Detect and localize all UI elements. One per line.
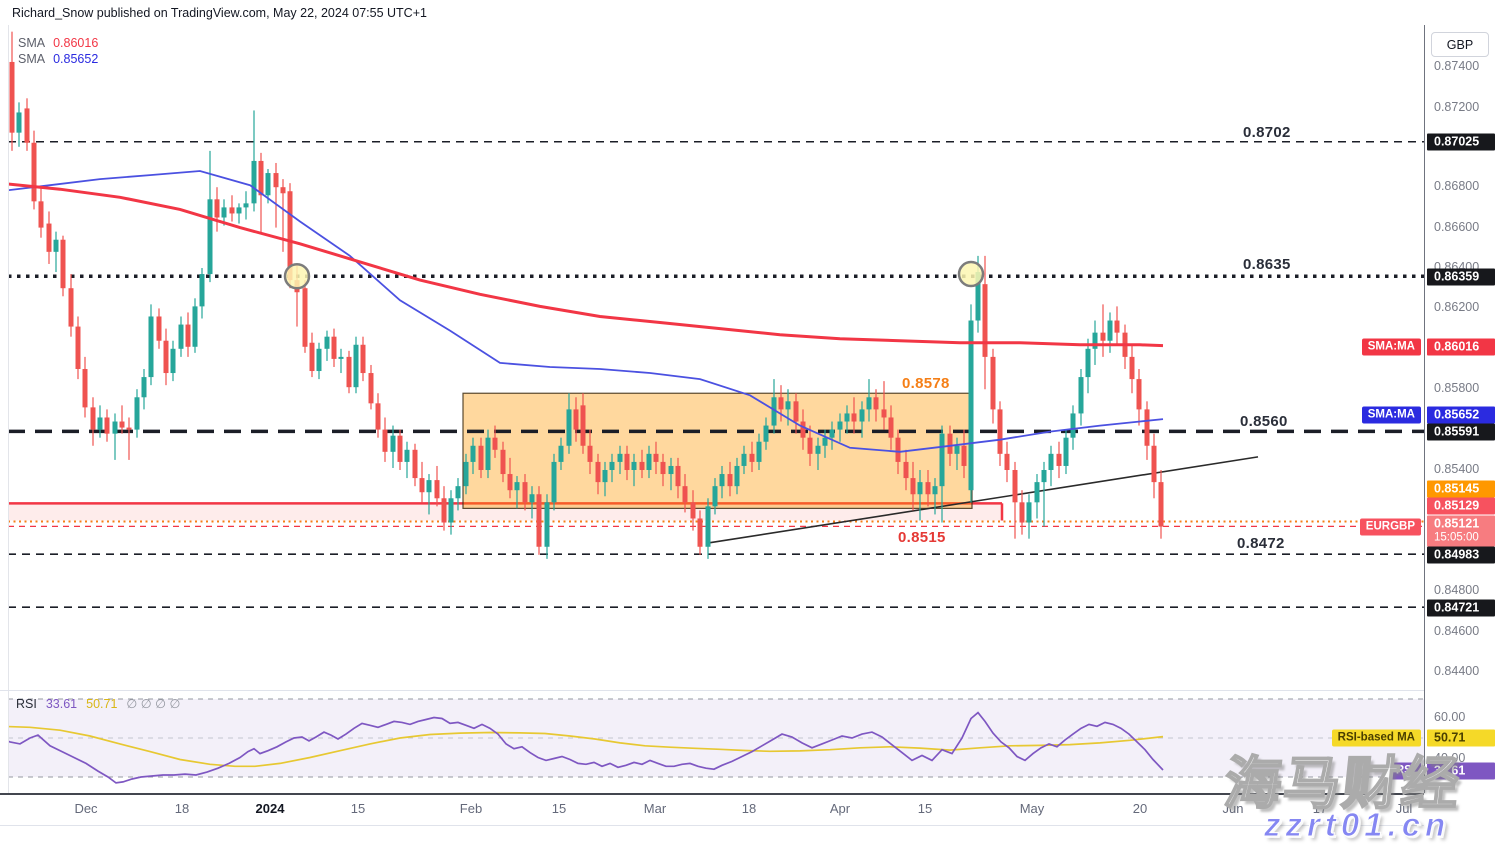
- time-tick: Apr: [829, 801, 851, 816]
- sma1-value: 0.86016: [53, 36, 99, 50]
- scale-tick: 0.87400: [1434, 59, 1480, 73]
- time-tick: 15: [551, 801, 567, 816]
- sma1-label: SMA: [18, 36, 46, 50]
- rsi-label: RSI: [16, 697, 37, 711]
- rsi-empty-params: ∅ ∅ ∅ ∅: [126, 697, 181, 711]
- price-level-label: 0.8635: [1243, 256, 1291, 273]
- time-tick: Jun: [1222, 801, 1244, 816]
- scale-price-label[interactable]: 0.86359: [1427, 268, 1495, 286]
- price-level-label: 0.8515: [898, 529, 946, 546]
- rsi-value: 33.61: [45, 697, 78, 711]
- pane-divider[interactable]: [0, 690, 1424, 691]
- price-scale-border: [1424, 25, 1425, 793]
- scale-tick: 0.86600: [1434, 220, 1480, 234]
- time-tick: 18: [741, 801, 757, 816]
- scale-price-label[interactable]: 50.71: [1427, 729, 1495, 747]
- price-level-label: 0.8702: [1243, 124, 1291, 141]
- time-tick: 15: [350, 801, 366, 816]
- currency-button[interactable]: GBP: [1431, 32, 1489, 57]
- time-tick: Dec: [74, 801, 98, 816]
- scale-price-label[interactable]: 0.85591: [1427, 423, 1495, 441]
- time-tick: 17: [1312, 801, 1328, 816]
- scale-tick: 0.84400: [1434, 664, 1480, 678]
- sma2-value: 0.85652: [53, 52, 99, 66]
- left-axis-line: [8, 25, 9, 793]
- series-tag-sma-ma[interactable]: SMA:MA: [1361, 406, 1421, 424]
- sma-legend-row-1[interactable]: SMA 0.86016: [18, 36, 98, 50]
- time-tick: 20: [1132, 801, 1148, 816]
- series-tag-rsi[interactable]: RSI: [1389, 762, 1421, 780]
- scale-price-label[interactable]: 0.85145: [1427, 480, 1495, 498]
- time-axis-divider: [0, 793, 1424, 795]
- time-tick: Mar: [643, 801, 667, 816]
- scale-tick: 40.00: [1434, 751, 1466, 765]
- scale-price-label[interactable]: 33.61: [1427, 762, 1495, 780]
- scale-tick: 0.85400: [1434, 462, 1480, 476]
- scale-price-label[interactable]: 0.86016: [1427, 338, 1495, 356]
- time-tick: 2024: [255, 801, 285, 816]
- scale-tick: 0.85800: [1434, 381, 1480, 395]
- scale-price-label[interactable]: 0.87025: [1427, 133, 1495, 151]
- time-tick: Feb: [459, 801, 483, 816]
- sma2-label: SMA: [18, 52, 46, 66]
- bottom-bar: TradingView: [0, 826, 1499, 857]
- price-level-label: 0.8472: [1237, 535, 1285, 552]
- scale-tick: 0.84600: [1434, 624, 1480, 638]
- scale-price-label[interactable]: 0.85652: [1427, 406, 1495, 424]
- series-tag-sma-ma[interactable]: SMA:MA: [1361, 338, 1421, 356]
- sma-legend-row-2[interactable]: SMA 0.85652: [18, 52, 98, 66]
- time-tick: May: [1019, 801, 1045, 816]
- rsi-legend-row[interactable]: RSI 33.61 50.71 ∅ ∅ ∅ ∅: [16, 696, 189, 711]
- price-level-label: 0.8560: [1240, 413, 1288, 430]
- time-tick: Jul: [1395, 801, 1413, 816]
- time-tick: 15: [917, 801, 933, 816]
- scale-tick: 0.86200: [1434, 300, 1480, 314]
- price-level-label: 0.8578: [902, 375, 950, 392]
- scale-tick: 0.86800: [1434, 179, 1480, 193]
- rsi-ma-value: 50.71: [86, 697, 118, 711]
- scale-price-label[interactable]: 0.85121 15:05:00: [1427, 515, 1495, 547]
- series-tag-eurgbp[interactable]: EURGBP: [1359, 518, 1421, 536]
- scale-tick: 0.84800: [1434, 583, 1480, 597]
- scale-price-label[interactable]: 0.84721: [1427, 599, 1495, 617]
- time-axis[interactable]: Dec 18 2024 15 Feb 15 Mar 18 Apr 15 May 20 Jun 17 Jul: [0, 795, 1424, 826]
- scale-tick: 60.00: [1434, 710, 1466, 724]
- scale-price-label[interactable]: 0.84983: [1427, 546, 1495, 564]
- time-tick: 18: [174, 801, 190, 816]
- publish-title: Richard_Snow published on TradingView.co…: [12, 6, 427, 20]
- scale-price-label[interactable]: 0.85129: [1427, 497, 1495, 515]
- series-tag-rsi-based-ma[interactable]: RSI-based MA: [1331, 729, 1421, 747]
- scale-tick: 0.87200: [1434, 100, 1480, 114]
